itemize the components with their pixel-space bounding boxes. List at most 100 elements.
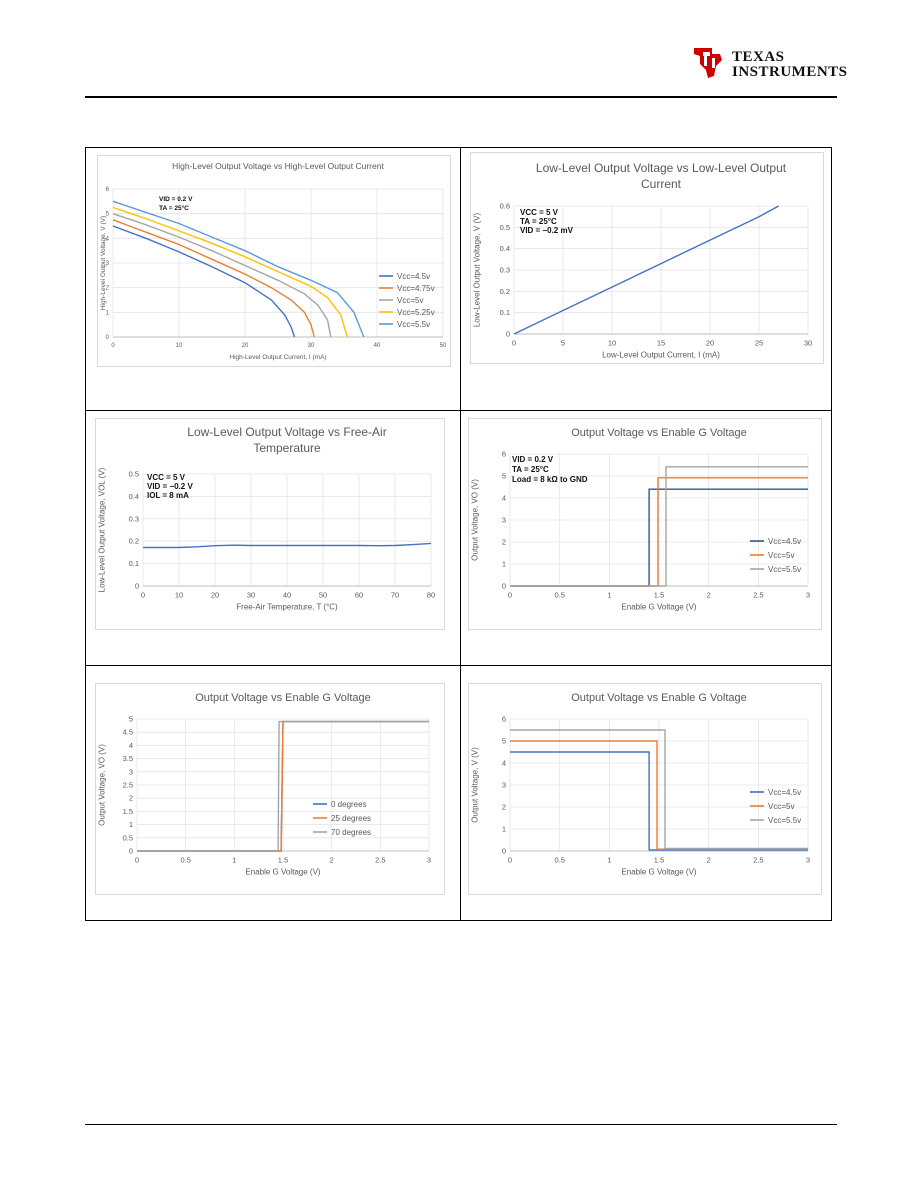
legend-label: 0 degrees: [331, 800, 367, 809]
y-tick-label: 0: [506, 330, 510, 339]
y-tick-label: 0.4: [500, 244, 510, 253]
chart-annotation: TA = 25°C: [159, 204, 189, 212]
series-line-1: [112, 219, 315, 338]
y-tick-label: 2: [502, 538, 506, 547]
y-axis-label: Output Voltage, VO (V): [98, 744, 107, 826]
y-tick-label: 5: [129, 715, 133, 724]
legend-label: Vcc=5v: [768, 551, 794, 560]
y-tick-label: 1: [106, 310, 110, 316]
chart-high-level-output-voltage: High-Level Output Voltage vs High-Level …: [97, 155, 451, 367]
y-tick-label: 0.5: [123, 833, 133, 842]
x-tick-label: 60: [355, 591, 363, 600]
x-axis-label: Enable G Voltage (V): [621, 868, 696, 877]
footer-rule: [85, 1124, 837, 1125]
x-tick-label: 15: [657, 339, 665, 348]
y-tick-label: 2.5: [123, 781, 133, 790]
x-tick-label: 0.5: [180, 856, 190, 865]
chart-title: Output Voltage vs Enable G Voltage: [195, 692, 371, 704]
chart-annotation: IOL = 8 mA: [147, 491, 189, 500]
chart-title-line2: Temperature: [253, 441, 321, 455]
chart-title: Low-Level Output Voltage vs Free-Air: [187, 425, 386, 439]
chart-annotation: TA = 25°C: [520, 217, 557, 226]
x-axis-label: Low-Level Output Current, I (mA): [602, 351, 720, 360]
legend-label: Vcc=5.5v: [768, 565, 801, 574]
legend-label: Vcc=4.75v: [397, 284, 435, 293]
y-tick-label: 4.5: [123, 728, 133, 737]
y-axis-label: Low-Level Output Voltage, VOL (V): [98, 467, 107, 592]
y-tick-label: 1: [502, 560, 506, 569]
legend-label: 25 degrees: [331, 814, 371, 823]
chart-low-level-output-voltage-current: Low-Level Output Voltage vs Low-Level Ou…: [470, 152, 824, 364]
x-tick-label: 2: [707, 591, 711, 600]
x-tick-label: 10: [608, 339, 616, 348]
legend-label: Vcc=5v: [768, 802, 794, 811]
chart-border: [468, 418, 822, 630]
y-tick-label: 4: [502, 759, 506, 768]
y-tick-label: 2: [129, 794, 133, 803]
series-line-3: [112, 206, 348, 338]
y-tick-label: 0: [135, 582, 139, 591]
y-tick-label: 5: [502, 737, 506, 746]
x-tick-label: 50: [440, 343, 447, 349]
x-tick-label: 0: [111, 343, 115, 349]
series-line-0: [510, 751, 808, 851]
y-tick-label: 3: [106, 261, 110, 267]
chart-annotation: Load = 8 kΩ to GND: [512, 475, 588, 484]
x-tick-label: 40: [374, 343, 381, 349]
y-tick-label: 1.5: [123, 807, 133, 816]
y-tick-label: 0.3: [500, 266, 510, 275]
x-tick-label: 3: [806, 591, 810, 600]
y-tick-label: 6: [502, 715, 506, 724]
chart-annotation: VID = −0.2 V: [147, 482, 193, 491]
y-axis-label: High-Level Output Voltage, V (V): [100, 216, 107, 310]
y-tick-label: 0: [502, 847, 506, 856]
series-line-0: [112, 225, 296, 338]
y-tick-label: 0.6: [500, 202, 510, 211]
x-tick-label: 10: [175, 591, 183, 600]
x-axis-label: Enable G Voltage (V): [621, 603, 696, 612]
y-tick-label: 3: [129, 767, 133, 776]
y-tick-label: 3.5: [123, 754, 133, 763]
y-tick-label: 6: [502, 450, 506, 459]
logo-text-instruments: INSTRUMENTS: [732, 64, 848, 80]
chart-title: Output Voltage vs Enable G Voltage: [571, 427, 747, 439]
chart-output-vs-enable-vcc-inverted: Output Voltage vs Enable G Voltage 0 0.5 1 1…: [468, 683, 822, 895]
y-tick-label: 0: [502, 582, 506, 591]
y-tick-label: 6: [106, 187, 110, 193]
legend-label: Vcc=4.5v: [768, 788, 801, 797]
chart-annotation: VID = 0.2 V: [159, 196, 193, 203]
y-tick-label: 0.1: [500, 308, 510, 317]
x-tick-label: 20: [211, 591, 219, 600]
x-tick-label: 3: [806, 856, 810, 865]
x-tick-label: 25: [755, 339, 763, 348]
legend-label: 70 degrees: [331, 828, 371, 837]
y-tick-label: 0: [106, 335, 110, 341]
series-line-2: [510, 466, 808, 587]
chart-low-level-output-voltage-temperature: Low-Level Output Voltage vs Free-Air Temp…: [95, 418, 445, 630]
legend-label: Vcc=5.5v: [768, 816, 801, 825]
x-tick-label: 2: [330, 856, 334, 865]
figure-grid: [85, 147, 832, 921]
grid-divider-row2: [85, 665, 832, 666]
series-line-1: [510, 740, 808, 850]
chart-border: [97, 155, 451, 367]
legend-label: Vcc=5.5v: [397, 320, 430, 329]
chart-annotation: VID = 0.2 V: [512, 455, 554, 464]
y-tick-label: 5: [502, 472, 506, 481]
x-tick-label: 0: [512, 339, 516, 348]
x-tick-label: 30: [247, 591, 255, 600]
y-axis-label: Output Voltage, V (V): [471, 747, 480, 823]
x-tick-label: 2.5: [375, 856, 385, 865]
y-tick-label: 2: [106, 286, 110, 292]
x-tick-label: 1.5: [278, 856, 288, 865]
chart-border: [470, 152, 824, 364]
x-tick-label: 5: [561, 339, 565, 348]
grid-divider-vertical: [460, 147, 461, 921]
logo-text-texas: TEXAS: [732, 49, 785, 65]
y-axis-label: Low-Level Output Voltage, V (V): [473, 213, 482, 328]
chart-annotation: VID = −0.2 mV: [520, 226, 574, 235]
y-tick-label: 4: [129, 741, 133, 750]
x-tick-label: 1.5: [654, 591, 664, 600]
y-tick-label: 3: [502, 781, 506, 790]
y-tick-label: 3: [502, 516, 506, 525]
